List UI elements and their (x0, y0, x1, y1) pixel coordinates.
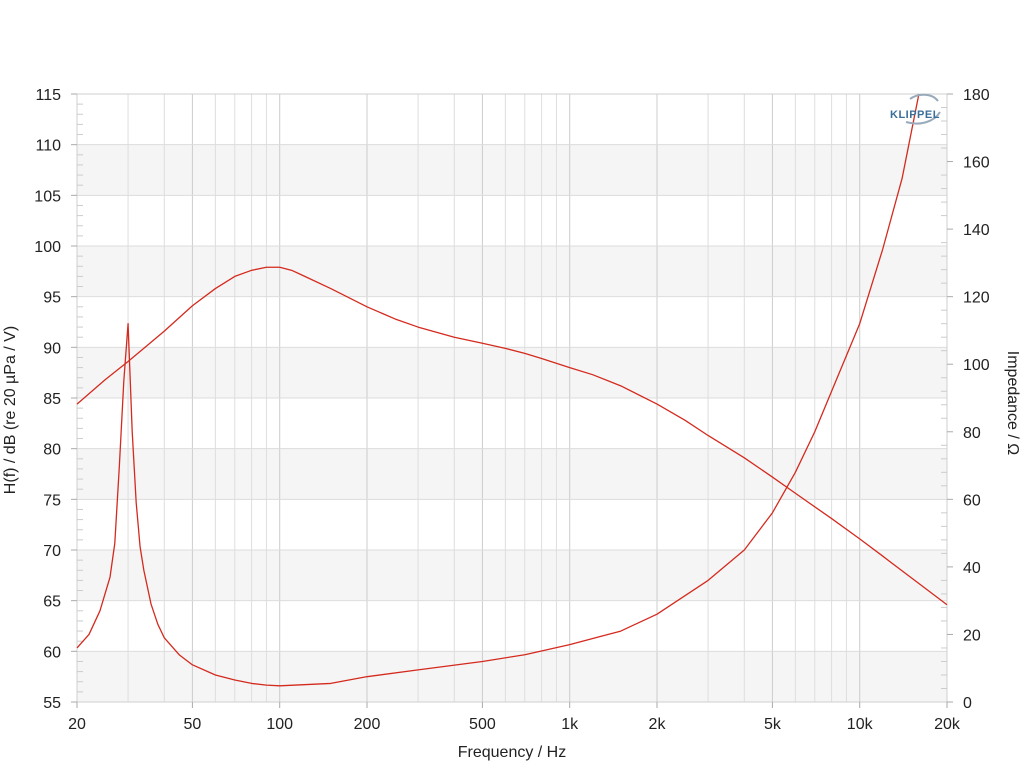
left-y-axis-label: H(f) / dB (re 20 µPa / V) (2, 326, 19, 494)
left-tick-label: 115 (35, 87, 61, 104)
plot-band (77, 448, 947, 500)
right-tick-label: 180 (963, 87, 990, 104)
right-tick-label: 120 (963, 290, 990, 307)
x-tick-label: 5k (764, 716, 782, 733)
right-y-axis-label: Impedance / Ω (1004, 351, 1021, 456)
series-layer (76, 93, 948, 687)
plot-band (77, 550, 947, 601)
left-tick-label: 95 (43, 290, 61, 307)
plot-band (77, 347, 947, 398)
plot-band (77, 651, 947, 702)
left-tick-label: 55 (43, 695, 61, 712)
x-tick-label: 10k (847, 716, 874, 733)
left-axis-ticks: 55 60 65 70 75 80 85 90 95 100 105 110 115 (34, 87, 83, 712)
x-tick-label: 200 (354, 716, 381, 733)
x-tick-label: 50 (184, 716, 202, 733)
right-tick-label: 160 (963, 155, 990, 172)
left-tick-label: 110 (35, 138, 61, 155)
plot-bands (77, 144, 947, 702)
klippel-logo: KLIPPEL (890, 93, 941, 125)
left-tick-label: 100 (34, 239, 61, 256)
right-tick-label: 20 (963, 627, 981, 644)
left-tick-label: 80 (43, 442, 61, 459)
plot-band (77, 246, 947, 297)
plot-band (77, 144, 947, 196)
left-tick-label: 90 (43, 340, 61, 357)
spl-response-curve (76, 266, 948, 606)
left-tick-label: 65 (43, 594, 61, 611)
left-tick-label: 60 (43, 644, 61, 661)
right-tick-label: 80 (963, 425, 981, 442)
x-axis-label: Frequency / Hz (458, 744, 566, 761)
left-tick-label: 75 (43, 492, 61, 509)
impedance-curve (76, 93, 920, 687)
left-tick-label: 85 (43, 391, 61, 408)
right-tick-label: 0 (963, 695, 972, 712)
x-tick-label: 100 (266, 716, 293, 733)
x-tick-label: 500 (469, 716, 496, 733)
right-tick-label: 140 (963, 222, 990, 239)
x-tick-label: 20 (68, 716, 86, 733)
left-tick-label: 105 (34, 188, 61, 205)
svg-text:KLIPPEL: KLIPPEL (890, 109, 940, 121)
x-tick-label: 2k (649, 716, 667, 733)
x-tick-label: 20k (934, 716, 961, 733)
right-tick-label: 60 (963, 492, 981, 509)
x-tick-label: 1k (561, 716, 579, 733)
x-axis-ticks: 20 50 100 200 500 1k 2k 5k 10k 20k (68, 702, 961, 733)
left-tick-label: 70 (43, 543, 61, 560)
right-tick-label: 100 (963, 357, 990, 374)
right-axis-ticks: 0 20 40 60 80 100 120 140 160 180 (941, 87, 990, 712)
right-tick-label: 40 (963, 560, 981, 577)
